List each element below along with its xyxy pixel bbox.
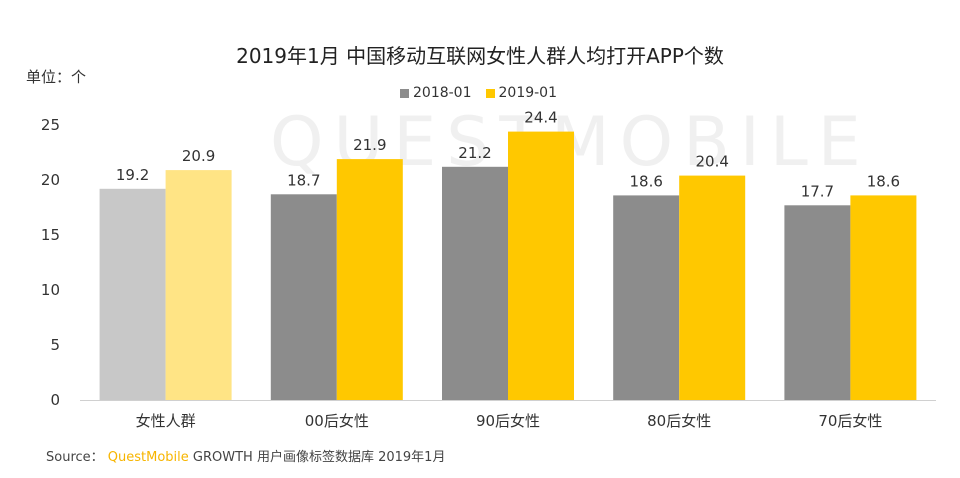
- unit-label: 单位：个: [26, 68, 87, 86]
- legend-item-2019: 2019-01: [485, 85, 558, 101]
- y-tick-label: 25: [41, 116, 60, 134]
- x-tick-label: 女性人群: [136, 412, 196, 430]
- bar: [679, 175, 746, 400]
- bar: [508, 131, 574, 400]
- data-label: 18.6: [629, 172, 662, 190]
- y-tick-label: 10: [41, 281, 60, 299]
- x-tick-label: 90后女性: [476, 412, 540, 430]
- data-label: 17.7: [801, 182, 834, 200]
- x-tick-label: 70后女性: [818, 412, 882, 430]
- legend: 2018-01 2019-01: [400, 85, 571, 101]
- legend-label-2019: 2019-01: [498, 85, 558, 101]
- bar: [270, 194, 337, 400]
- data-label: 18.6: [867, 172, 900, 190]
- data-label: 21.9: [353, 136, 386, 154]
- y-tick-label: 5: [50, 336, 60, 354]
- source-prefix: Source：: [46, 450, 104, 465]
- legend-label-2018: 2018-01: [413, 85, 472, 101]
- y-tick-label: 0: [50, 391, 60, 409]
- bar: [99, 188, 166, 400]
- y-tick-label: 20: [41, 171, 60, 189]
- bar: [613, 195, 680, 400]
- bar: [165, 170, 232, 400]
- legend-item-2018: 2018-01: [400, 85, 472, 101]
- bar: [336, 159, 403, 400]
- data-label: 21.2: [458, 144, 491, 162]
- source-text: GROWTH 用户画像标签数据库 2019年1月: [192, 450, 446, 465]
- data-label: 19.2: [116, 166, 149, 184]
- chart-title: 2019年1月 中国移动互联网女性人群人均打开APP个数: [236, 44, 724, 68]
- bar: [850, 195, 917, 400]
- data-label: 18.7: [287, 171, 320, 189]
- chart-axes: 0 5 10 15 20 25 女性人群 00后女性 90后女性 80后女性 70后女性: [41, 116, 936, 430]
- x-tick-label: 80后女性: [647, 412, 711, 430]
- legend-swatch-2018: [400, 88, 409, 98]
- source-note: Source： QuestMobile GROWTH 用户画像标签数据库 201…: [46, 446, 445, 465]
- y-tick-label: 15: [41, 226, 60, 244]
- bar: [442, 166, 508, 400]
- bar: [784, 205, 851, 400]
- chart-bars: [99, 131, 917, 400]
- x-tick-label: 00后女性: [305, 412, 369, 430]
- data-label: 24.4: [524, 109, 557, 127]
- source-brand: QuestMobile: [107, 450, 189, 465]
- data-label: 20.4: [695, 153, 728, 171]
- legend-swatch-2019: [485, 88, 495, 98]
- data-label: 20.9: [182, 147, 215, 165]
- chart-data-labels: 19.2 20.9 18.7 21.9 21.2 24.4 18.6 20.4 17.7 18.6: [116, 109, 900, 201]
